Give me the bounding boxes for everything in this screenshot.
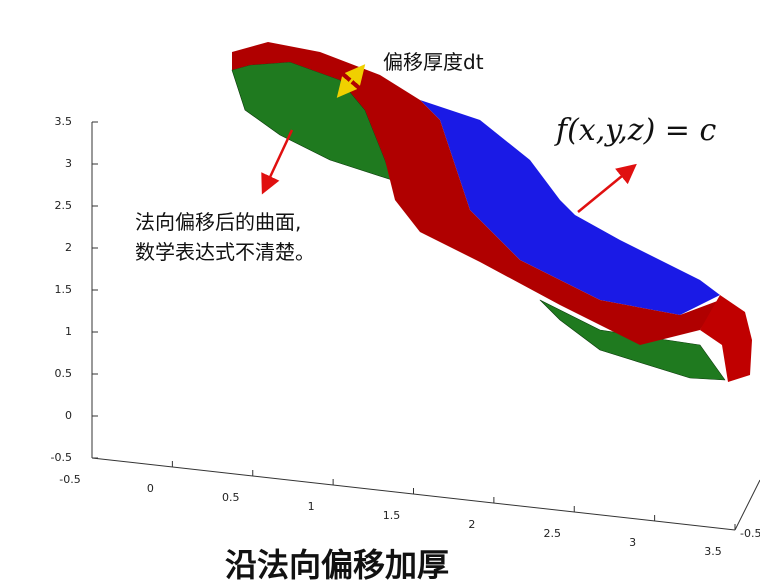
shape [231,42,752,382]
thickness-arrow [336,64,366,98]
z-tick-label: 3.5 [55,115,73,128]
thickness-label: 偏移厚度dt [383,50,484,74]
blue-top [420,100,720,315]
surface-note: 数学表达式不清楚。 [135,240,315,264]
z-tick-label: 0 [65,409,72,422]
z-tick-label: 2 [65,241,72,254]
x-tick-label: 2.5 [544,527,562,540]
formula-arrow [577,163,637,213]
x-tick-label: 3 [629,536,636,549]
z-tick-label: 1 [65,325,72,338]
red-face [232,42,720,345]
z-tick-label: 0.5 [55,367,73,380]
x-tick-label: 1.5 [383,509,401,522]
x-tick-label: 0 [147,482,154,495]
z-tick-label: -0.5 [51,451,72,464]
caption: 沿法向偏移加厚 [225,546,449,584]
x-tick-label: 1 [308,500,315,513]
z-tick-label: 3 [65,157,72,170]
x-tick-label: 2 [468,518,475,531]
x-tick-label: -0.5 [59,473,80,486]
x-tick-label: 3.5 [704,545,722,558]
x-tick-label: 0.5 [222,491,240,504]
formula: f(x,y,z) = c [554,113,716,148]
z-tick-label: 2.5 [55,199,73,212]
note-arrow [261,129,294,195]
surface-note: 法向偏移后的曲面, [135,210,301,234]
ticks: 3.5 3 2.5 2 1.5 1 0.5 0 -0.5 -0.5 0 0.5 1 1.5 2 2.5 3 3.5… [51,115,760,558]
y-tick-label: -0.5 [740,527,760,540]
red-cap [700,295,752,382]
z-tick-label: 1.5 [55,283,73,296]
